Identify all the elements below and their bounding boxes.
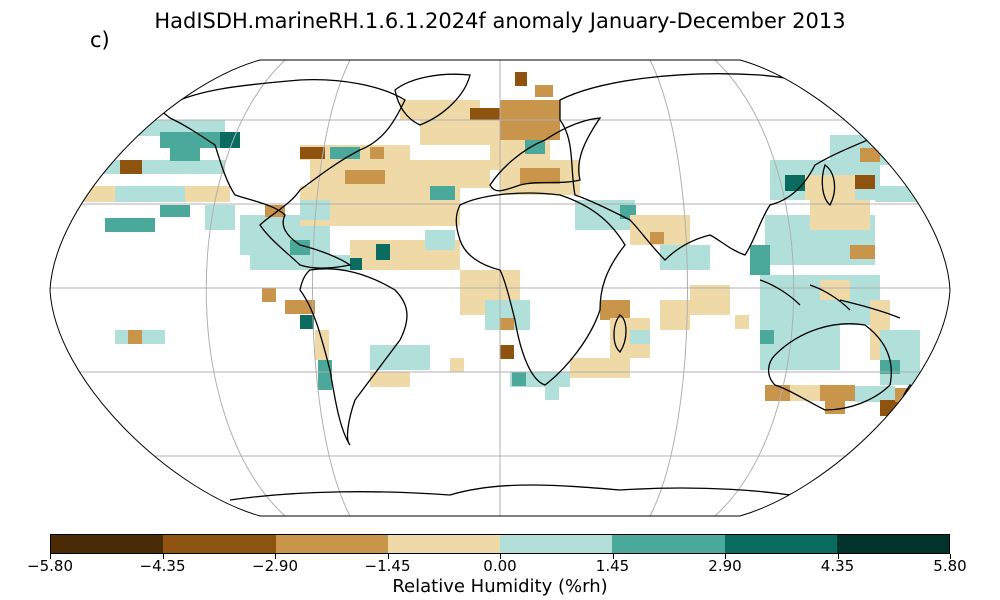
colorbar-tick-label: 0.00 xyxy=(483,557,517,575)
colorbar-label: Relative Humidity (%rh) xyxy=(392,576,608,597)
colorbar-segment xyxy=(163,535,276,553)
colorbar-tick xyxy=(837,554,839,559)
graticule xyxy=(50,60,950,516)
colorbar-segment xyxy=(724,535,837,553)
colorbar-tick-label: 4.35 xyxy=(820,557,855,575)
colorbar-tick-label: 5.80 xyxy=(933,557,967,575)
colorbar-segment xyxy=(275,535,388,553)
map-title: HadISDH.marineRH.1.6.1.2024f anomaly Jan… xyxy=(154,9,846,33)
colorbar-segment xyxy=(500,535,613,553)
colorbar-tick-label: −2.90 xyxy=(252,557,298,575)
anomaly-grid xyxy=(80,72,930,416)
colorbar-tick xyxy=(612,554,614,559)
colorbar-tick xyxy=(500,554,501,559)
panel-label: c) xyxy=(90,28,110,52)
colorbar-tick xyxy=(275,554,276,559)
colorbar-tick-label: −4.35 xyxy=(139,557,186,575)
colorbar-tick xyxy=(50,554,51,559)
colorbar-segment xyxy=(51,535,164,553)
colorbar-segment xyxy=(612,535,725,553)
map-border xyxy=(49,59,951,517)
colorbar-segment xyxy=(387,535,500,553)
colorbar-tick xyxy=(387,554,389,559)
colorbar-segment xyxy=(836,535,949,553)
robinson-map xyxy=(49,59,951,517)
colorbar-tick xyxy=(725,554,726,559)
coastlines xyxy=(158,73,913,501)
colorbar-tick xyxy=(162,554,164,559)
colorbar-tick-label: 1.45 xyxy=(595,557,630,575)
colorbar-tick-label: −5.80 xyxy=(27,557,73,575)
colorbar-tick-label: 2.90 xyxy=(708,557,742,575)
colorbar xyxy=(50,534,950,554)
colorbar-tick xyxy=(950,554,951,559)
colorbar-tick-label: −1.45 xyxy=(364,557,411,575)
